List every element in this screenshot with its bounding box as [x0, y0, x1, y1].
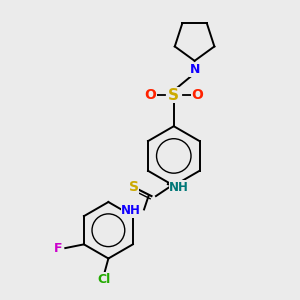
Text: O: O [192, 88, 203, 102]
Text: O: O [144, 88, 156, 102]
Text: F: F [54, 242, 62, 255]
Text: N: N [189, 63, 200, 76]
Text: S: S [129, 180, 139, 194]
Text: NH: NH [121, 204, 141, 218]
Text: NH: NH [169, 181, 189, 194]
Text: S: S [168, 88, 179, 103]
Text: Cl: Cl [97, 273, 111, 286]
